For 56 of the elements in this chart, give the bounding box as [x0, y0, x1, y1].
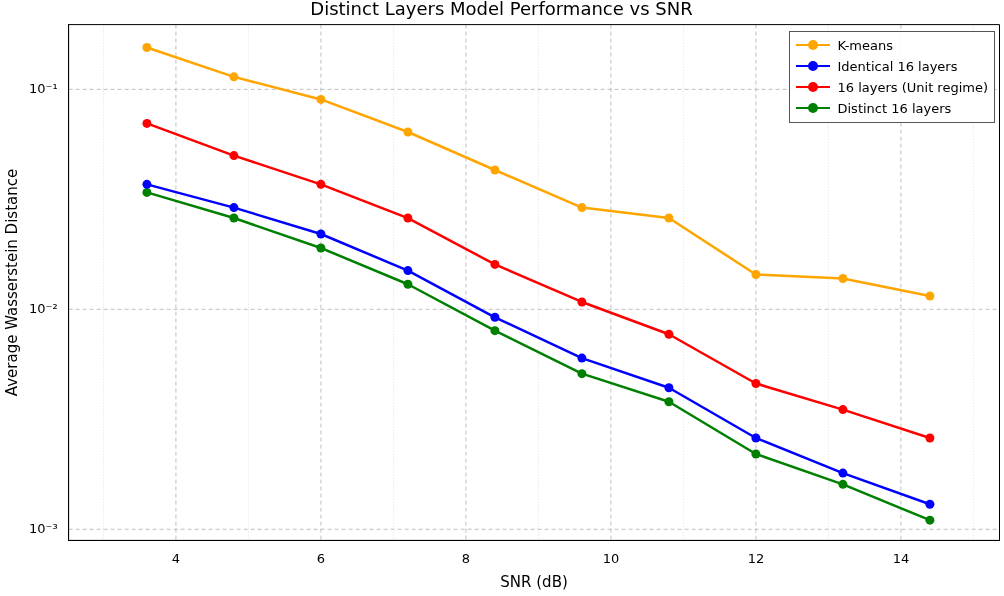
legend-label: Distinct 16 layers: [837, 100, 952, 116]
point: [142, 118, 152, 128]
point: [925, 499, 935, 509]
point: [664, 397, 674, 407]
point: [490, 326, 500, 336]
point: [664, 329, 674, 339]
point: [316, 243, 326, 253]
point: [577, 297, 587, 307]
point: [229, 151, 239, 161]
point: [751, 269, 761, 279]
x-axis-title: SNR (dB): [500, 572, 568, 591]
point: [142, 179, 152, 189]
legend-label: Identical 16 layers: [837, 58, 958, 74]
point: [316, 179, 326, 189]
point: [577, 369, 587, 379]
point: [925, 433, 935, 443]
point: [403, 127, 413, 137]
y-tick-label: 10⁻¹: [28, 80, 58, 96]
point: [229, 72, 239, 82]
point: [142, 187, 152, 197]
point: [490, 259, 500, 269]
point: [751, 433, 761, 443]
point: [142, 43, 152, 52]
point: [316, 94, 326, 104]
chart-title: Distinct Layers Model Performance vs SNR: [310, 0, 693, 20]
point: [229, 203, 239, 213]
x-tick-label: 12: [747, 550, 765, 566]
legend-label: K-means: [837, 37, 893, 53]
point: [403, 279, 413, 289]
point: [664, 383, 674, 393]
point: [751, 379, 761, 388]
point: [490, 312, 500, 322]
point: [316, 229, 326, 239]
y-tick-label: 10⁻³: [28, 520, 58, 536]
point: [577, 203, 587, 213]
y-axis-title: Average Wasserstein Distance: [2, 168, 21, 397]
y-tick-label: 10⁻²: [28, 300, 58, 316]
point: [664, 213, 674, 223]
point: [751, 449, 761, 459]
point: [229, 213, 239, 223]
point: [577, 353, 587, 363]
point: [838, 479, 848, 489]
x-tick-label: 6: [316, 550, 326, 566]
point: [838, 468, 848, 478]
point: [403, 213, 413, 223]
x-tick-label: 14: [892, 550, 910, 566]
point: [403, 266, 413, 276]
point: [490, 165, 500, 175]
point: [838, 274, 848, 284]
x-tick-label: 8: [461, 550, 471, 566]
x-tick-label: 10: [602, 550, 620, 566]
point: [838, 405, 848, 415]
x-tick-label: 4: [171, 550, 181, 566]
point: [925, 291, 935, 301]
point: [925, 515, 935, 525]
legend-label: 16 layers (Unit regime): [837, 79, 989, 95]
